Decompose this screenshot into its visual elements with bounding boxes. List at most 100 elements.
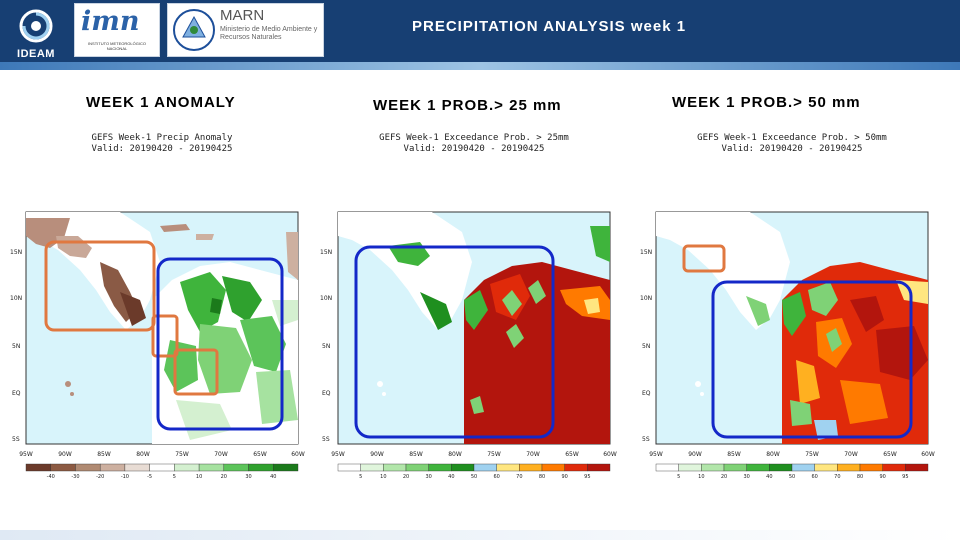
colorbar-anomaly: -40 -30 -20 -10 -5 5 10 20 30 40 xyxy=(25,463,299,480)
colorbar-label: 80 xyxy=(539,474,545,480)
colorbar-swatch xyxy=(149,463,175,472)
colorbar-label: 95 xyxy=(902,474,908,480)
lon-label: 95W xyxy=(331,451,345,458)
imn-logo-text: imn xyxy=(81,6,140,37)
lon-label: 95W xyxy=(19,451,33,458)
map-title-prob50-line2: Valid: 20190420 - 20190425 xyxy=(722,144,863,154)
colorbar-swatch xyxy=(814,463,838,472)
lat-label: EQ xyxy=(642,390,651,397)
colorbar-swatch xyxy=(769,463,793,472)
colorbar-prob25: 5 10 20 30 40 50 60 70 80 90 95 xyxy=(337,463,611,480)
map-title-prob50-line1: GEFS Week-1 Exceedance Prob. > 50mm xyxy=(697,133,887,143)
imn-logo-subtitle: INSTITUTO METEOROLÓGICO NACIONAL xyxy=(88,41,146,51)
lat-label: EQ xyxy=(12,390,21,397)
panel-heading-prob25: WEEK 1 PROB.> 25 mm xyxy=(373,97,562,114)
colorbar-swatch xyxy=(337,463,361,472)
page-title: PRECIPITATION ANALYSIS week 1 xyxy=(412,18,687,35)
colorbar-label: 60 xyxy=(493,474,499,480)
colorbar-swatch xyxy=(50,463,76,472)
colorbar-swatch xyxy=(746,463,770,472)
colorbar-swatch xyxy=(273,463,299,472)
lat-label: 5S xyxy=(322,436,330,443)
colorbar-swatch xyxy=(75,463,101,472)
map-anomaly: GEFS Week-1 Precip Anomaly Valid: 201904… xyxy=(10,133,305,480)
lon-label: 75W xyxy=(487,451,501,458)
colorbar-swatch xyxy=(723,463,747,472)
colorbar-swatch xyxy=(905,463,929,472)
map-prob50: GEFS Week-1 Exceedance Prob. > 50mm Vali… xyxy=(640,133,935,480)
highlight-box-central-america xyxy=(682,244,726,273)
colorbar-label: 5 xyxy=(359,474,362,480)
lat-label: 5S xyxy=(642,436,650,443)
footer-band xyxy=(0,530,960,540)
colorbar-swatch xyxy=(496,463,520,472)
colorbar-label: 5 xyxy=(677,474,680,480)
colorbar-label: 5 xyxy=(173,474,176,480)
lat-label: 5N xyxy=(322,343,330,350)
lon-label: 80W xyxy=(766,451,780,458)
colorbar-swatch xyxy=(174,463,200,472)
lon-label: 70W xyxy=(844,451,858,458)
colorbar-swatch xyxy=(519,463,543,472)
lon-label: 75W xyxy=(805,451,819,458)
lon-label: 70W xyxy=(214,451,228,458)
highlight-box-region xyxy=(711,280,913,439)
lon-label: 85W xyxy=(97,451,111,458)
colorbar-label: 50 xyxy=(471,474,477,480)
colorbar-label: 40 xyxy=(766,474,772,480)
ideam-swirl-icon xyxy=(19,9,53,43)
colorbar-label: -5 xyxy=(147,474,152,480)
colorbar-label: -10 xyxy=(121,474,129,480)
highlight-box-central-america xyxy=(44,240,156,332)
colorbar-label: 50 xyxy=(789,474,795,480)
header-bar xyxy=(0,0,960,66)
colorbar-label: -40 xyxy=(47,474,55,480)
lat-label: 5S xyxy=(12,436,20,443)
colorbar-label: 40 xyxy=(448,474,454,480)
lat-label: 15N xyxy=(640,249,652,256)
colorbar-swatch xyxy=(541,463,565,472)
colorbar-label: 40 xyxy=(270,474,276,480)
ideam-label: IDEAM xyxy=(17,48,55,60)
colorbar-label: 30 xyxy=(425,474,431,480)
colorbar-swatch xyxy=(473,463,497,472)
colorbar-swatch xyxy=(198,463,225,472)
lon-label: 70W xyxy=(526,451,540,458)
highlight-box-colombia xyxy=(156,257,284,431)
colorbar-label: 30 xyxy=(245,474,251,480)
lon-label: 90W xyxy=(688,451,702,458)
colorbar-swatch xyxy=(428,463,452,472)
highlight-box-region xyxy=(354,245,555,439)
lat-label: 10N xyxy=(320,295,332,302)
colorbar-swatch xyxy=(383,463,407,472)
colorbar-swatch xyxy=(655,463,679,472)
colorbar-swatch xyxy=(791,463,815,472)
lon-label: 60W xyxy=(603,451,617,458)
colorbar-swatch xyxy=(587,463,611,472)
colorbar-label: 95 xyxy=(584,474,590,480)
colorbar-label: 20 xyxy=(221,474,227,480)
lon-label: 60W xyxy=(291,451,305,458)
el-salvador-seal-icon xyxy=(173,9,215,51)
lat-label: 10N xyxy=(640,295,652,302)
lat-label: 15N xyxy=(320,249,332,256)
colorbar-prob50: 5 10 20 30 40 50 60 70 80 90 95 xyxy=(655,463,929,480)
colorbar-label: 20 xyxy=(403,474,409,480)
colorbar-label: 20 xyxy=(721,474,727,480)
colorbar-label: 90 xyxy=(879,474,885,480)
imn-logo: imn INSTITUTO METEOROLÓGICO NACIONAL xyxy=(74,3,160,57)
map-title-anomaly-line1: GEFS Week-1 Precip Anomaly xyxy=(92,133,233,143)
colorbar-swatch xyxy=(882,463,906,472)
map-title-anomaly-line2: Valid: 20190420 - 20190425 xyxy=(92,144,233,154)
lon-label: 60W xyxy=(921,451,935,458)
colorbar-swatch xyxy=(564,463,588,472)
lon-label: 95W xyxy=(649,451,663,458)
colorbar-swatch xyxy=(701,463,725,472)
lat-label: 5N xyxy=(12,343,20,350)
colorbar-swatch xyxy=(360,463,384,472)
lon-label: 90W xyxy=(370,451,384,458)
colorbar-label: -20 xyxy=(96,474,104,480)
map-title-prob25-line2: Valid: 20190420 - 20190425 xyxy=(404,144,545,154)
colorbar-swatch xyxy=(223,463,249,472)
